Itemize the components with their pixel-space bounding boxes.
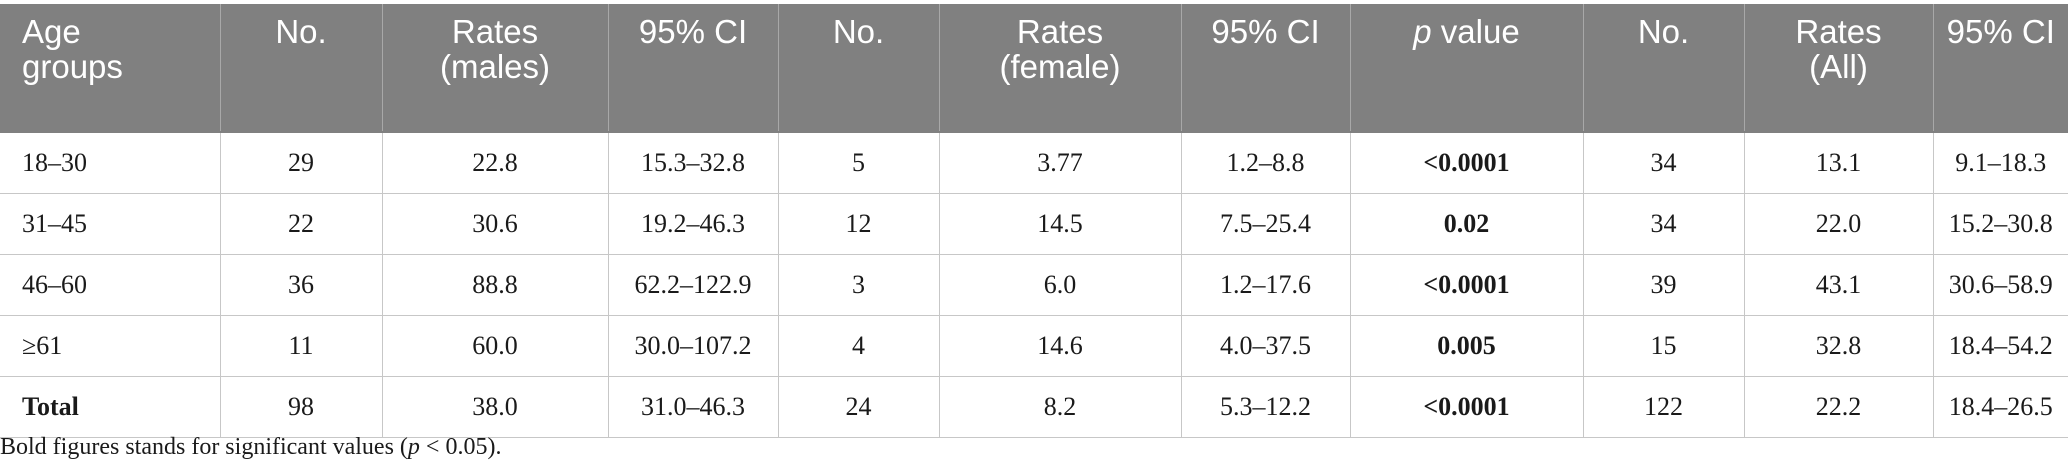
cell-female-rate: 6.0 [939, 254, 1182, 316]
header-age-groups: Age groups [0, 4, 221, 133]
cell-all-ci: 18.4–54.2 [1933, 315, 2068, 377]
header-rates-female: Rates (female) [939, 4, 1182, 133]
cell-female-no: 5 [778, 132, 940, 194]
cell-all-no: 15 [1583, 315, 1745, 377]
cell-age: 31–45 [0, 193, 221, 255]
table-footnote: Bold figures stands for significant valu… [0, 434, 502, 460]
cell-all-no: 34 [1583, 193, 1745, 255]
cell-males-no: 98 [220, 376, 383, 438]
table-row: 18–30 29 22.8 15.3–32.8 5 3.77 1.2–8.8 <… [0, 132, 2068, 194]
header-no-female: No. [778, 4, 940, 133]
header-rates-all: Rates (All) [1744, 4, 1934, 133]
cell-female-no: 4 [778, 315, 940, 377]
cell-age: ≥61 [0, 315, 221, 377]
cell-female-rate: 8.2 [939, 376, 1182, 438]
cell-female-ci: 7.5–25.4 [1181, 193, 1351, 255]
cell-males-rate: 38.0 [382, 376, 609, 438]
header-no-males: No. [220, 4, 383, 133]
cell-female-ci: 1.2–17.6 [1181, 254, 1351, 316]
cell-males-no: 22 [220, 193, 383, 255]
cell-males-ci: 15.3–32.8 [608, 132, 779, 194]
cell-age: 18–30 [0, 132, 221, 194]
cell-all-no: 39 [1583, 254, 1745, 316]
table-row: 46–60 36 88.8 62.2–122.9 3 6.0 1.2–17.6 … [0, 254, 2068, 316]
cell-p-value: <0.0001 [1350, 376, 1584, 438]
cell-p-value: 0.02 [1350, 193, 1584, 255]
cell-all-rate: 22.0 [1744, 193, 1934, 255]
cell-males-rate: 88.8 [382, 254, 609, 316]
header-ci-all: 95% CI [1933, 4, 2068, 133]
cell-all-ci: 9.1–18.3 [1933, 132, 2068, 194]
cell-female-ci: 5.3–12.2 [1181, 376, 1351, 438]
header-ci-males: 95% CI [608, 4, 779, 133]
cell-all-no: 122 [1583, 376, 1745, 438]
cell-males-no: 29 [220, 132, 383, 194]
cell-female-rate: 14.5 [939, 193, 1182, 255]
header-p-value: p value [1350, 4, 1584, 133]
cell-all-rate: 32.8 [1744, 315, 1934, 377]
table-row: 31–45 22 30.6 19.2–46.3 12 14.5 7.5–25.4… [0, 193, 2068, 255]
cell-female-ci: 4.0–37.5 [1181, 315, 1351, 377]
cell-female-rate: 3.77 [939, 132, 1182, 194]
cell-males-rate: 30.6 [382, 193, 609, 255]
cell-age: 46–60 [0, 254, 221, 316]
header-row: Age groups No. Rates (males) 95% CI No. Ra… [0, 4, 2068, 133]
cell-p-value: <0.0001 [1350, 132, 1584, 194]
cell-age: Total [0, 376, 221, 438]
cell-males-ci: 31.0–46.3 [608, 376, 779, 438]
cell-all-ci: 15.2–30.8 [1933, 193, 2068, 255]
cell-all-rate: 13.1 [1744, 132, 1934, 194]
header-rates-males: Rates (males) [382, 4, 609, 133]
cell-all-ci: 18.4–26.5 [1933, 376, 2068, 438]
cell-female-no: 12 [778, 193, 940, 255]
table-row-total: Total 98 38.0 31.0–46.3 24 8.2 5.3–12.2 … [0, 376, 2068, 438]
cell-all-rate: 22.2 [1744, 376, 1934, 438]
cell-males-no: 36 [220, 254, 383, 316]
cell-female-ci: 1.2–8.8 [1181, 132, 1351, 194]
cell-female-no: 24 [778, 376, 940, 438]
cell-female-no: 3 [778, 254, 940, 316]
table-row: ≥61 11 60.0 30.0–107.2 4 14.6 4.0–37.5 0… [0, 315, 2068, 377]
cell-p-value: <0.0001 [1350, 254, 1584, 316]
cell-males-ci: 62.2–122.9 [608, 254, 779, 316]
cell-males-ci: 30.0–107.2 [608, 315, 779, 377]
cell-p-value: 0.005 [1350, 315, 1584, 377]
cell-female-rate: 14.6 [939, 315, 1182, 377]
cell-all-rate: 43.1 [1744, 254, 1934, 316]
header-ci-female: 95% CI [1181, 4, 1351, 133]
cell-all-no: 34 [1583, 132, 1745, 194]
header-no-all: No. [1583, 4, 1745, 133]
cell-males-rate: 22.8 [382, 132, 609, 194]
cell-all-ci: 30.6–58.9 [1933, 254, 2068, 316]
cell-males-no: 11 [220, 315, 383, 377]
results-table: Age groups No. Rates (males) 95% CI No. Ra… [0, 4, 2068, 438]
cell-males-rate: 60.0 [382, 315, 609, 377]
p-symbol: p [1413, 13, 1432, 50]
cell-males-ci: 19.2–46.3 [608, 193, 779, 255]
